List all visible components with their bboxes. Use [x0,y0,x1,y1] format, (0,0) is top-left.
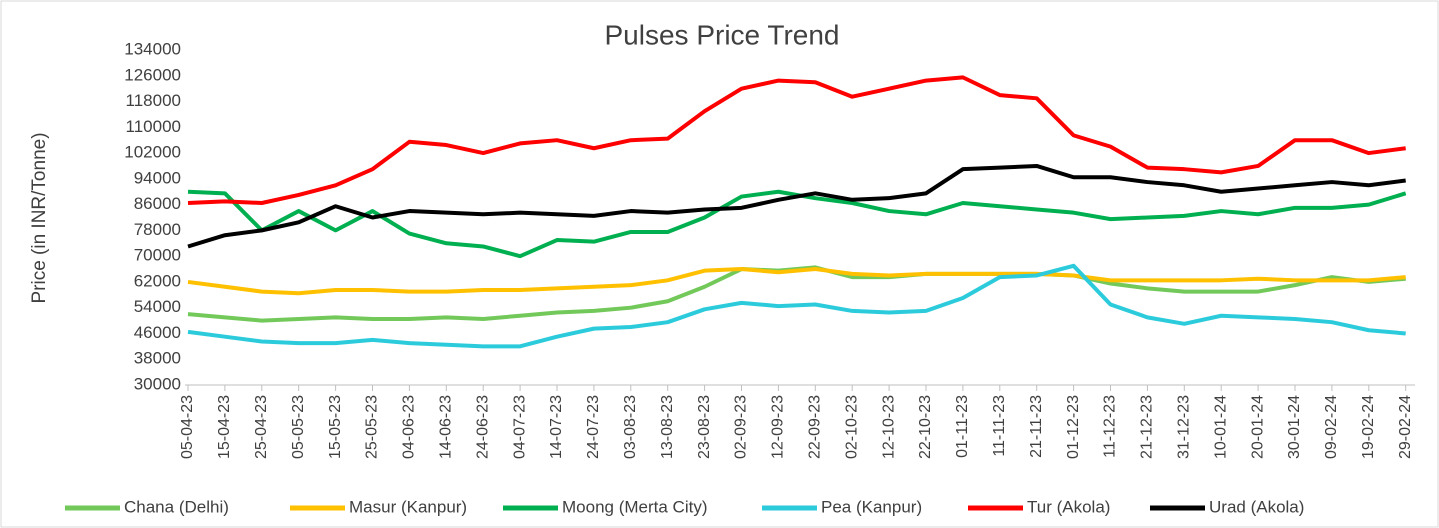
legend-label: Chana (Delhi) [124,497,229,516]
x-tick-label: 11-11-23 [991,395,1008,457]
x-tick-label: 03-08-23 [622,395,639,459]
x-tick-label: 19-02-24 [1360,395,1377,459]
x-tick-label: 01-11-23 [954,395,971,458]
x-tick-label: 01-12-23 [1065,395,1082,459]
y-tick-label: 30000 [134,374,181,393]
x-tick-label: 25-05-23 [364,395,381,459]
legend-label: Tur (Akola) [1027,497,1110,516]
series-line [187,75,1406,206]
y-tick-label: 62000 [134,271,181,290]
x-tick-label: 11-12-23 [1102,395,1119,458]
x-tick-label: 21-12-23 [1139,395,1156,459]
x-tick-label: 12-09-23 [770,395,787,459]
y-tick-label: 86000 [134,194,181,213]
x-tick-label: 15-05-23 [327,395,344,459]
x-tick-label: 24-06-23 [474,395,491,459]
x-tick-label: 15-04-23 [216,395,233,459]
legend-label: Masur (Kanpur) [349,497,467,516]
x-tick-label: 14-06-23 [438,395,455,459]
x-tick-label: 25-04-23 [253,395,270,459]
series-line [187,163,1406,249]
y-tick-label: 110000 [126,117,181,136]
x-tick-label: 29-02-24 [1397,395,1414,459]
x-tick-label: 23-08-23 [696,395,713,459]
x-tick-label: 22-09-23 [807,395,824,459]
y-tick-label: 70000 [134,246,181,265]
y-tick-label: 94000 [134,168,181,187]
x-tick-label: 12-10-23 [880,395,897,459]
x-tick-label: 10-01-24 [1212,395,1229,459]
x-tick-label: 05-05-23 [290,395,307,459]
y-tick-label: 54000 [134,297,181,316]
x-tick-label: 04-06-23 [401,395,418,459]
y-tick-label: 102000 [124,143,181,162]
legend-label: Moong (Merta City) [562,497,707,516]
x-tick-label: 05-04-23 [179,395,196,459]
chart-title: Pulses Price Trend [605,19,840,50]
x-tick-label: 30-01-24 [1286,395,1303,459]
y-tick-label: 38000 [134,349,181,368]
x-tick-label: 04-07-23 [511,395,528,459]
legend-label: Urad (Akola) [1209,497,1304,516]
series-line [187,267,1406,296]
x-tick-label: 14-07-23 [548,395,565,459]
legend-label: Pea (Kanpur) [821,497,922,516]
x-tick-label: 09-02-24 [1323,395,1340,459]
x-tick-label: 21-11-23 [1028,395,1045,458]
series-line [187,263,1406,349]
y-tick-label: 118000 [126,91,181,110]
x-tick-label: 31-12-23 [1176,395,1193,459]
x-tick-label: 20-01-24 [1249,395,1266,459]
y-tick-label: 46000 [134,323,181,342]
y-tick-label: 78000 [134,220,181,239]
y-axis-label: Price (in INR/Tonne) [29,132,50,303]
y-tick-label: 126000 [124,65,181,84]
x-tick-label: 13-08-23 [659,395,676,459]
x-tick-label: 02-09-23 [733,395,750,459]
x-tick-label: 22-10-23 [917,395,934,459]
x-tick-label: 02-10-23 [843,395,860,459]
x-tick-label: 24-07-23 [585,395,602,459]
y-tick-label: 134000 [124,39,181,58]
